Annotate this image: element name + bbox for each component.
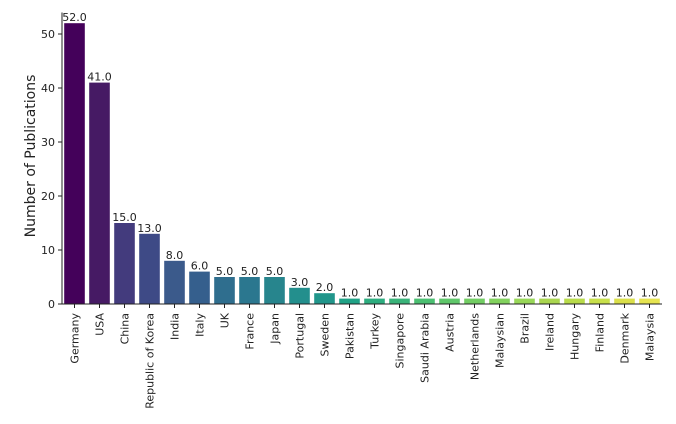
bar (639, 298, 660, 304)
x-tick-label: Sweden (319, 313, 332, 356)
bar-value-label: 1.0 (641, 287, 659, 300)
bar-value-label: 6.0 (191, 260, 209, 273)
x-tick-label: Germany (69, 313, 82, 364)
y-tick-label: 30 (41, 136, 55, 149)
x-tick-label: Denmark (619, 312, 632, 363)
x-tick-label: Ireland (544, 313, 557, 351)
x-tick-label: Singapore (394, 313, 407, 369)
bar (289, 287, 310, 304)
y-tick-label: 10 (41, 244, 55, 257)
bar (514, 298, 535, 304)
chart-marks: 52.0 41.0 15.013.0 8.0 6.0 5.0 5.0 5.0 3.0 2.0 1.0… (62, 11, 660, 304)
bar-value-label: 1.0 (541, 287, 559, 300)
bar (464, 298, 485, 304)
bar (164, 260, 185, 304)
bar-value-label: 1.0 (516, 287, 534, 300)
bar-value-label: 5.0 (216, 265, 234, 278)
bar (439, 298, 460, 304)
bar-value-label: 13.0 (137, 222, 162, 235)
x-tick-label: Italy (194, 313, 207, 337)
x-tick-label: Pakistan (344, 313, 357, 359)
x-tick-label: Malaysia (644, 313, 657, 361)
bar-value-label: 1.0 (416, 287, 434, 300)
chart-axes: Germany USA China Republic of Korea India Ita… (41, 12, 662, 409)
bar-value-label: 41.0 (87, 71, 112, 84)
x-tick-label: Portugal (294, 313, 307, 359)
bar (64, 23, 85, 304)
x-tick-label: India (169, 313, 182, 340)
x-tick-label: Turkey (369, 313, 382, 350)
bar (314, 293, 335, 304)
x-tick-label: UK (219, 312, 232, 328)
bar (589, 298, 610, 304)
y-tick-label: 0 (48, 298, 55, 311)
bar-value-label: 1.0 (566, 287, 584, 300)
x-tick-label: Hungary (569, 313, 582, 360)
bar-value-label: 1.0 (441, 287, 459, 300)
x-tick-label: Austria (444, 313, 457, 352)
y-tick-label: 40 (41, 82, 55, 95)
bar (89, 82, 110, 304)
bar-value-label: 1.0 (491, 287, 509, 300)
bar-value-label: 1.0 (391, 287, 409, 300)
y-tick-label: 50 (41, 28, 55, 41)
bar-value-label: 52.0 (62, 11, 87, 24)
x-tick-label: Malaysian (494, 313, 507, 368)
bar (139, 233, 160, 304)
bar (614, 298, 635, 304)
bar (239, 277, 260, 304)
bar (414, 298, 435, 304)
bar (389, 298, 410, 304)
bar (264, 277, 285, 304)
x-tick-label: Saudi Arabia (419, 313, 432, 383)
bar-value-label: 1.0 (616, 287, 634, 300)
bar (189, 271, 210, 304)
bar-value-label: 1.0 (591, 287, 609, 300)
x-tick-label: Netherlands (469, 313, 482, 380)
bar (364, 298, 385, 304)
bar (489, 298, 510, 304)
bar-value-label: 3.0 (291, 276, 309, 289)
x-tick-label: China (119, 313, 132, 344)
y-tick-label: 20 (41, 190, 55, 203)
bar-value-label: 1.0 (341, 287, 359, 300)
bar (214, 277, 235, 304)
bar-value-label: 5.0 (266, 265, 284, 278)
bar-value-label: 1.0 (366, 287, 384, 300)
bar-value-label: 5.0 (241, 265, 259, 278)
y-axis-title: Number of Publications (23, 75, 39, 238)
x-tick-label: Brazil (519, 313, 532, 344)
x-tick-label: Republic of Korea (144, 313, 157, 409)
bar (114, 223, 135, 304)
x-tick-label: USA (94, 313, 107, 336)
x-tick-label: Finland (594, 313, 607, 352)
bar (339, 298, 360, 304)
x-tick-label: France (244, 313, 257, 350)
x-tick-label: Japan (269, 313, 282, 345)
bar (539, 298, 560, 304)
bar (564, 298, 585, 304)
bar-value-label: 2.0 (316, 281, 334, 294)
bar-value-label: 8.0 (166, 249, 184, 262)
bar-value-label: 15.0 (112, 211, 137, 224)
bar-value-label: 1.0 (466, 287, 484, 300)
